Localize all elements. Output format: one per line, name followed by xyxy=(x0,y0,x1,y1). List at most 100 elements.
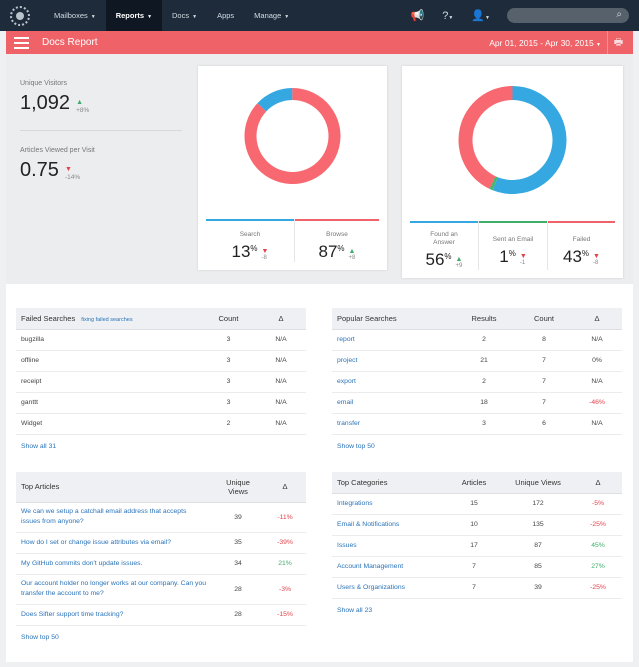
articles-per-visit-metric: Articles Viewed per Visit 0.75 ▼ -14% xyxy=(20,147,95,182)
articles: 15 xyxy=(446,493,502,515)
page-title: Docs Report xyxy=(42,37,98,48)
unique-visitors-metric: Unique Visitors 1,092 ▲ +8% xyxy=(20,80,89,115)
search-term-link[interactable]: export xyxy=(332,371,452,393)
views: 39 xyxy=(502,577,574,599)
popular-searches-table: Popular Searches Results Count Δ report 2… xyxy=(332,308,622,435)
search-term-link[interactable]: project xyxy=(332,350,452,372)
col-delta: Δ xyxy=(264,472,306,503)
col-views-line2: Views xyxy=(228,486,248,496)
nav-manage-label: Manage xyxy=(254,11,282,20)
article-link[interactable]: How do I set or change issue attributes … xyxy=(16,532,212,554)
chevron-down-icon: ▼ xyxy=(147,14,153,20)
views: 172 xyxy=(502,493,574,515)
outcome-donut xyxy=(458,86,567,195)
arrow-up-icon: ▲ xyxy=(455,256,463,263)
menu-icon[interactable] xyxy=(14,34,29,52)
table-row: Integrations 15 172 -5% xyxy=(332,493,622,515)
search-term-link[interactable]: transfer xyxy=(332,413,452,435)
count: 7 xyxy=(516,371,572,393)
count: 3 xyxy=(201,350,256,372)
nav-reports[interactable]: Reports ▼ xyxy=(105,0,163,31)
table-row: report 2 8 N/A xyxy=(332,329,622,351)
search-term-link[interactable]: email xyxy=(332,392,452,414)
print-icon[interactable]: 🖶 xyxy=(607,31,629,54)
stat-bar-email xyxy=(479,221,547,223)
delta: 27% xyxy=(574,556,622,578)
nav-mailboxes[interactable]: Mailboxes ▼ xyxy=(44,0,106,31)
stat-value: 1 xyxy=(499,247,509,266)
fix-failed-searches-link[interactable]: fixing failed searches xyxy=(81,316,133,323)
table-row: Account Management 7 85 27% xyxy=(332,556,622,578)
nav-docs[interactable]: Docs ▼ xyxy=(162,0,207,31)
metric-value: 0.75 xyxy=(20,159,59,181)
delta: -25% xyxy=(574,577,622,599)
table-row: ganttt 3 N/A xyxy=(16,392,306,414)
show-all-failed-searches-link[interactable]: Show all 31 xyxy=(21,442,57,450)
show-top-articles-link[interactable]: Show top 50 xyxy=(21,633,59,641)
count: 3 xyxy=(201,392,256,414)
outcome-card: Found an Answer 56% ▲ +9 Sent an Email 1% ▼… xyxy=(402,66,623,278)
stat-failed: Failed 43% ▼ -8 xyxy=(547,221,615,270)
donut-slice-failed xyxy=(458,86,513,189)
help-icon[interactable]: ?▼ xyxy=(442,9,454,22)
table-row: Widget 2 N/A xyxy=(16,413,306,435)
table-row: Email & Notifications 10 135 -25% xyxy=(332,514,622,536)
search-icon[interactable]: ⌕ xyxy=(616,9,622,20)
article-link[interactable]: My GitHub commits don't update issues. xyxy=(16,553,212,575)
delta: 45% xyxy=(574,535,622,557)
count: 7 xyxy=(516,392,572,414)
search-term-link[interactable]: report xyxy=(332,329,452,351)
delta: N/A xyxy=(256,350,306,372)
chevron-down-icon: ▼ xyxy=(192,14,198,20)
articles: 7 xyxy=(446,556,502,578)
popular-searches-panel: Popular Searches Results Count Δ report 2… xyxy=(332,308,622,450)
count: 2 xyxy=(201,413,256,435)
delta: -3% xyxy=(264,574,306,605)
arrow-down-icon: ▼ xyxy=(593,253,600,260)
user-icon[interactable]: 👤▼ xyxy=(471,10,490,22)
panel-title: Top Categories xyxy=(332,472,446,494)
top-articles-table: Top Articles Unique Views Δ We can we set… xyxy=(16,472,306,626)
megaphone-icon[interactable]: 📢 xyxy=(410,10,425,22)
category-link[interactable]: Account Management xyxy=(332,556,446,578)
top-categories-panel: Top Categories Articles Unique Views Δ I… xyxy=(332,472,622,614)
chevron-down-icon: ▼ xyxy=(284,14,290,20)
show-top-popular-searches-link[interactable]: Show top 50 xyxy=(337,442,375,450)
stat-browse: Browse 87% ▲ +8 xyxy=(294,219,379,262)
search-input[interactable]: ⌕ xyxy=(507,8,629,23)
donut-slice-found-an-answer xyxy=(492,86,567,195)
views: 35 xyxy=(212,532,264,554)
top-categories-table: Top Categories Articles Unique Views Δ I… xyxy=(332,472,622,599)
article-link[interactable]: Our account holder no longer works at ou… xyxy=(16,574,212,605)
nav-apps-label: Apps xyxy=(217,11,235,20)
nav-apps[interactable]: Apps xyxy=(207,0,244,31)
nav-manage[interactable]: Manage ▼ xyxy=(244,0,299,31)
results: 2 xyxy=(452,371,516,393)
views: 39 xyxy=(212,502,264,533)
article-link[interactable]: Does Sifter support time tracking? xyxy=(16,604,212,626)
search-term: offline xyxy=(16,350,201,372)
category-link[interactable]: Users & Organizations xyxy=(332,577,446,599)
arrow-up-icon: ▲ xyxy=(76,99,83,106)
date-range-picker[interactable]: Apr 01, 2015 - Apr 30, 2015 ▼ xyxy=(489,38,601,48)
donut-slice-search xyxy=(257,88,293,112)
stat-delta: -1 xyxy=(519,260,526,266)
table-row: How do I set or change issue attributes … xyxy=(16,532,306,554)
category-link[interactable]: Integrations xyxy=(332,493,446,515)
views: 28 xyxy=(212,574,264,605)
app-logo-icon[interactable] xyxy=(10,5,30,26)
article-link[interactable]: We can we setup a catchall email address… xyxy=(16,502,212,533)
category-link[interactable]: Issues xyxy=(332,535,446,557)
metric-delta: -14% xyxy=(64,174,81,181)
count: 3 xyxy=(201,371,256,393)
col-views: Unique Views xyxy=(502,472,574,494)
results: 2 xyxy=(452,329,516,351)
col-delta: Δ xyxy=(256,308,306,330)
stat-found-answer: Found an Answer 56% ▲ +9 xyxy=(410,221,478,270)
results: 18 xyxy=(452,392,516,414)
results: 3 xyxy=(452,413,516,435)
show-all-categories-link[interactable]: Show all 23 xyxy=(337,606,373,614)
category-link[interactable]: Email & Notifications xyxy=(332,514,446,536)
delta: N/A xyxy=(256,413,306,435)
stat-label: Browse xyxy=(326,231,348,238)
